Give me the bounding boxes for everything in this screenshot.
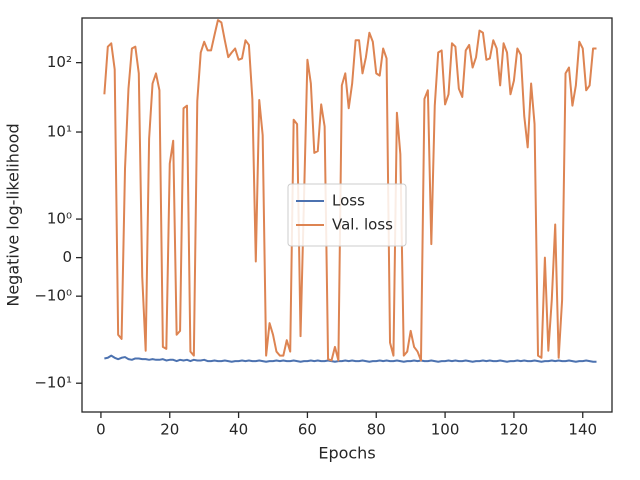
x-tick-label: 100 — [431, 421, 460, 439]
series-line — [103, 19, 597, 362]
y-tick-label: 10⁰ — [47, 210, 72, 228]
legend-label: Loss — [332, 192, 365, 210]
x-tick-label: 0 — [96, 421, 106, 439]
x-tick-label: 60 — [298, 421, 317, 439]
x-tick-label: 80 — [367, 421, 386, 439]
plot-frame — [81, 17, 613, 413]
legend-label: Val. loss — [332, 216, 393, 234]
y-axis-label: Negative log-likelihood — [4, 123, 23, 306]
x-tick-label: 140 — [568, 421, 597, 439]
y-tick-label: 10² — [47, 53, 72, 71]
y-tick-label: 10¹ — [47, 123, 72, 141]
series-line — [104, 354, 597, 363]
x-tick-label: 120 — [500, 421, 529, 439]
y-tick-label: −10¹ — [34, 374, 72, 392]
legend-box — [287, 183, 407, 247]
y-tick-label: 0 — [62, 248, 72, 266]
x-axis-label: Epochs — [318, 444, 375, 463]
y-tick-label: −10⁰ — [34, 287, 72, 305]
x-tick-label: 20 — [160, 421, 179, 439]
x-tick-label: 40 — [229, 421, 248, 439]
